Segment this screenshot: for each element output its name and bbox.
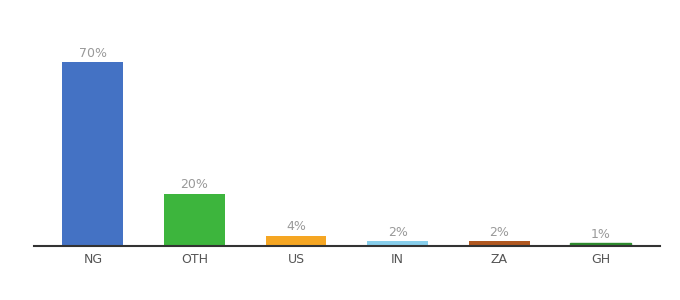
Text: 70%: 70% bbox=[79, 47, 107, 60]
Text: 4%: 4% bbox=[286, 220, 306, 233]
Text: 1%: 1% bbox=[591, 228, 611, 241]
Bar bbox=[63, 62, 123, 246]
Bar bbox=[367, 241, 428, 246]
Bar bbox=[266, 236, 326, 246]
Text: 2%: 2% bbox=[388, 226, 407, 238]
Text: 2%: 2% bbox=[489, 226, 509, 238]
Bar bbox=[469, 241, 530, 246]
Bar bbox=[571, 243, 631, 246]
Text: 20%: 20% bbox=[180, 178, 208, 191]
Bar bbox=[164, 194, 225, 246]
